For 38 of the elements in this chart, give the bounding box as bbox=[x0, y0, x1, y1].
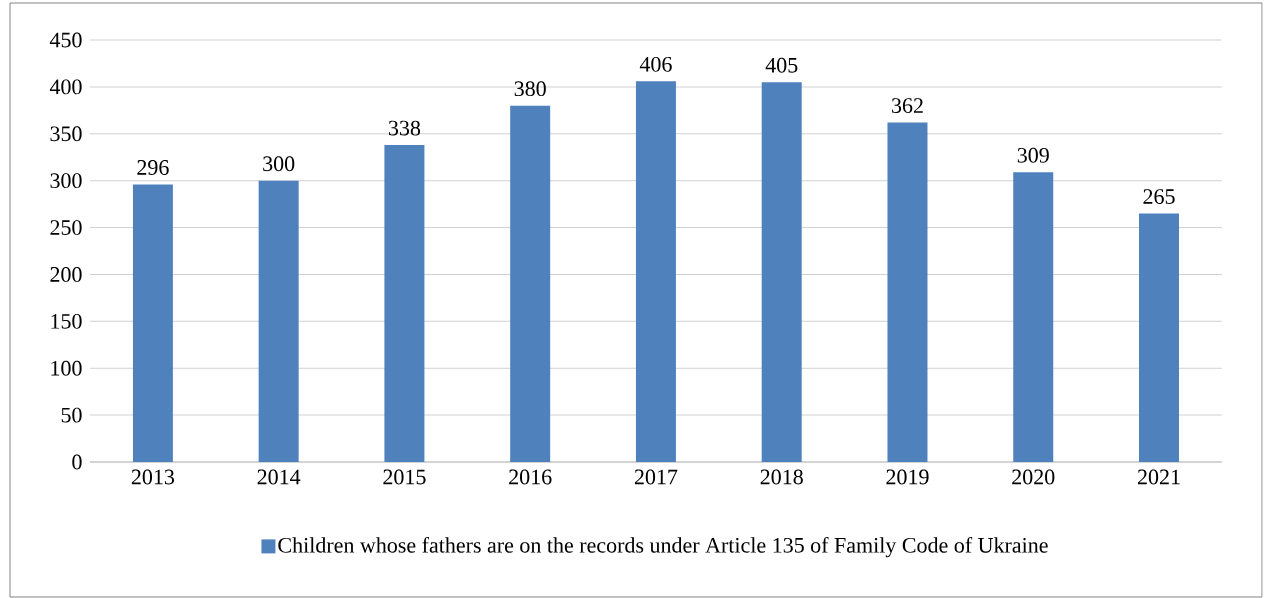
x-tick-label: 2018 bbox=[760, 469, 803, 485]
data-label: 405 bbox=[765, 57, 798, 73]
bar bbox=[510, 105, 551, 462]
y-tick-label: 300 bbox=[50, 173, 82, 189]
y-tick-label: 250 bbox=[50, 220, 82, 235]
x-tick-label: 2019 bbox=[886, 469, 929, 485]
bar bbox=[384, 145, 425, 462]
x-tick-label: 2021 bbox=[1137, 469, 1180, 485]
x-tick-label: 2014 bbox=[257, 469, 301, 485]
y-tick-label: 50 bbox=[61, 407, 82, 423]
bar bbox=[1013, 172, 1054, 462]
y-tick-label: 200 bbox=[50, 267, 82, 282]
data-label: 300 bbox=[263, 156, 295, 172]
y-tick-label: 0 bbox=[72, 454, 82, 470]
x-tick-label: 2013 bbox=[131, 469, 175, 485]
data-label: 265 bbox=[1143, 189, 1175, 204]
x-tick-label: 2020 bbox=[1012, 469, 1055, 485]
bar bbox=[258, 180, 299, 462]
legend-label: Children whose fathers are on the records under Article 135 of Family Code of Ukraine bbox=[278, 537, 1048, 558]
y-tick-label: 450 bbox=[49, 32, 82, 48]
data-label: 380 bbox=[514, 81, 546, 97]
y-tick-label: 350 bbox=[50, 126, 82, 142]
bar bbox=[635, 81, 676, 462]
x-tick-label: 2015 bbox=[383, 469, 426, 485]
bar bbox=[761, 82, 802, 462]
bar bbox=[1139, 213, 1179, 462]
data-label: 338 bbox=[388, 120, 421, 136]
data-label: 362 bbox=[892, 98, 923, 113]
y-tick-label: 150 bbox=[51, 313, 82, 329]
bar bbox=[887, 122, 928, 462]
y-tick-label: 100 bbox=[51, 360, 82, 376]
x-tick-label: 2016 bbox=[509, 469, 552, 485]
data-label: 296 bbox=[137, 160, 169, 175]
x-tick-label: 2017 bbox=[634, 469, 678, 485]
data-label: 309 bbox=[1017, 147, 1049, 163]
bar bbox=[132, 184, 173, 462]
data-label: 406 bbox=[639, 56, 672, 72]
y-tick-label: 400 bbox=[49, 79, 82, 95]
